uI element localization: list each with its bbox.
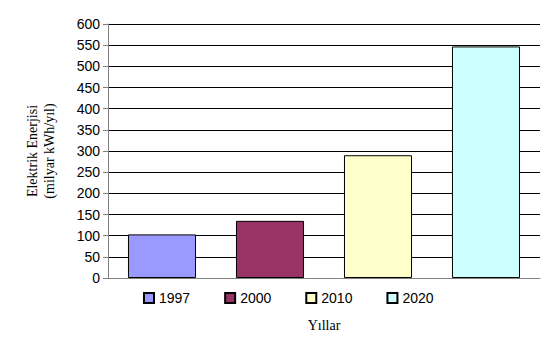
svg-text:2010: 2010 (321, 290, 352, 306)
svg-text:0: 0 (92, 270, 100, 286)
svg-text:Yıllar: Yıllar (308, 318, 341, 333)
svg-text:550: 550 (77, 37, 101, 53)
svg-text:50: 50 (84, 249, 100, 265)
svg-text:Elektrik Enerjisi: Elektrik Enerjisi (25, 105, 40, 197)
svg-text:100: 100 (77, 228, 101, 244)
svg-text:400: 400 (77, 101, 101, 117)
svg-text:200: 200 (77, 185, 101, 201)
svg-text:600: 600 (77, 16, 101, 32)
svg-text:2000: 2000 (240, 290, 271, 306)
svg-text:150: 150 (77, 207, 101, 223)
svg-text:350: 350 (77, 122, 101, 138)
svg-text:(milyar kWh/yıl): (milyar kWh/yıl) (42, 103, 58, 199)
svg-text:300: 300 (77, 143, 101, 159)
svg-text:250: 250 (77, 164, 101, 180)
svg-text:450: 450 (77, 80, 101, 96)
svg-text:2020: 2020 (402, 290, 433, 306)
svg-text:1997: 1997 (159, 290, 190, 306)
svg-text:500: 500 (77, 58, 101, 74)
